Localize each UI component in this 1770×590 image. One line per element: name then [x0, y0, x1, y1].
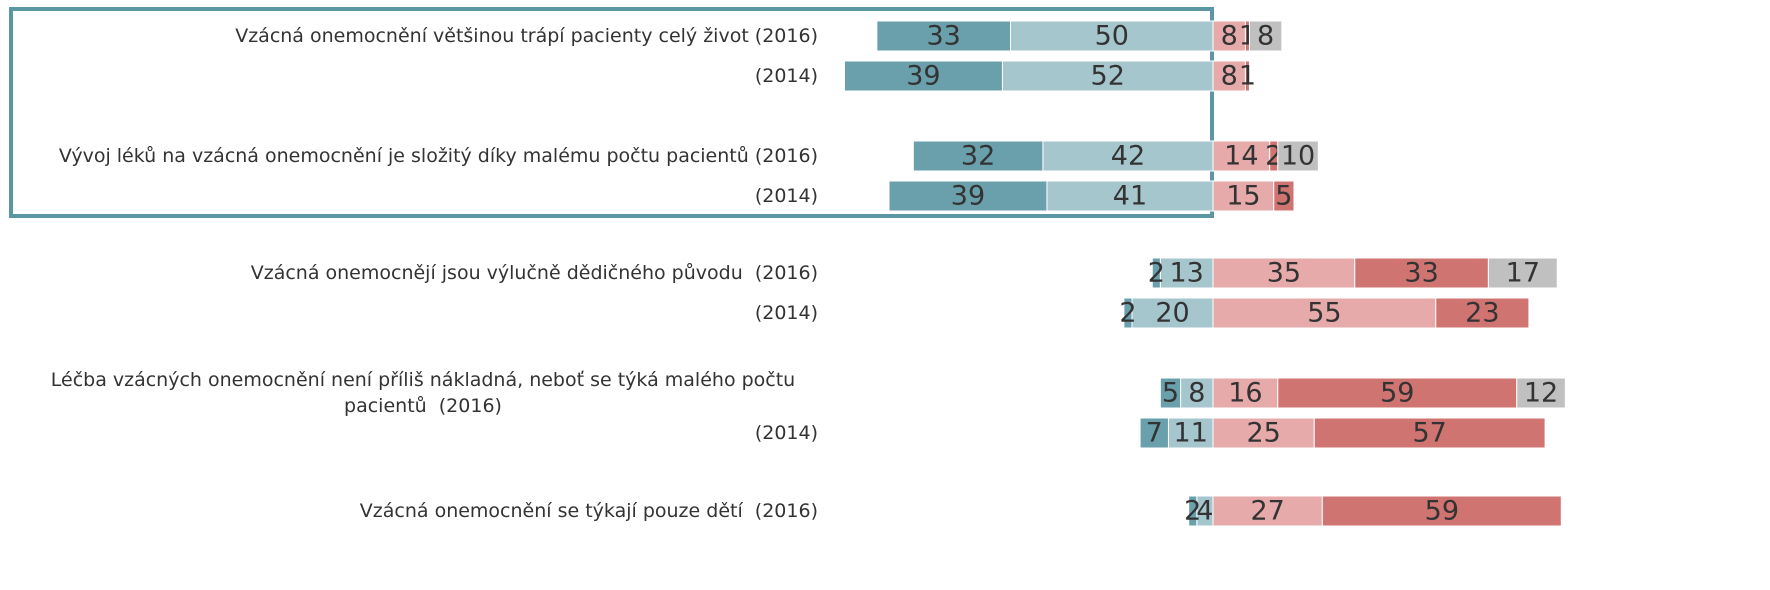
bar-segment — [1188, 495, 1198, 527]
bar-segment — [1313, 417, 1546, 449]
highlight-box — [9, 7, 1214, 218]
category-label: (2014) — [754, 302, 818, 324]
category-label: (2014) — [754, 65, 818, 87]
value-label: 4 — [1196, 496, 1213, 527]
value-label: 8 — [1221, 61, 1238, 92]
bar-segment — [1273, 180, 1295, 212]
category-label: (2014) — [754, 185, 818, 207]
value-label: 5 — [1162, 378, 1179, 409]
value-label: 8 — [1221, 21, 1238, 52]
bar-segment — [1277, 377, 1518, 409]
value-label: 2 — [1148, 258, 1165, 289]
value-label: 52 — [1091, 61, 1125, 92]
value-label: 33 — [926, 21, 960, 52]
bar-segment — [1212, 180, 1275, 212]
value-label: 39 — [951, 181, 985, 212]
bar-segment — [1042, 140, 1214, 172]
value-label: 35 — [1267, 258, 1301, 289]
bar-segment — [1321, 495, 1562, 527]
bar-segment — [1244, 60, 1250, 92]
bar-segment — [1354, 257, 1489, 289]
bar-segment — [1212, 140, 1271, 172]
category-label: Vzácná onemocnějí jsou výlučně dědičného… — [250, 262, 818, 284]
bar-segment — [1516, 377, 1566, 409]
value-label: 55 — [1307, 298, 1341, 329]
value-label: 57 — [1412, 418, 1446, 449]
bar-segment — [1139, 417, 1169, 449]
bar-segment — [1010, 20, 1214, 52]
value-label: 50 — [1095, 21, 1129, 52]
value-label: 27 — [1250, 496, 1284, 527]
bar-segment — [1167, 417, 1214, 449]
value-label: 33 — [1404, 258, 1438, 289]
category-label: Vývoj léků na vzácná onemocnění je složi… — [58, 145, 818, 167]
category-label: Léčba vzácných onemocnění není příliš ná… — [50, 369, 802, 417]
bar-segment — [1212, 297, 1437, 329]
category-label: Vzácná onemocnění se týkají pouze dětí (… — [359, 500, 818, 522]
value-label: 15 — [1226, 181, 1260, 212]
value-label: 2 — [1119, 298, 1136, 329]
bar-segment — [1212, 377, 1279, 409]
value-label: 16 — [1228, 378, 1262, 409]
bar-segment — [876, 20, 1011, 52]
value-label: 8 — [1257, 21, 1274, 52]
value-label: 41 — [1113, 181, 1147, 212]
value-label: 11 — [1174, 418, 1208, 449]
bar-segment — [1435, 297, 1530, 329]
value-label: 14 — [1224, 141, 1258, 172]
value-label: 13 — [1169, 258, 1203, 289]
bar-segment — [1487, 257, 1558, 289]
bar-segment — [1151, 257, 1161, 289]
value-label: 10 — [1281, 141, 1315, 172]
bar-segment — [1212, 60, 1246, 92]
bar-segment — [912, 140, 1044, 172]
value-label: 2 — [1184, 496, 1201, 527]
value-label: 59 — [1380, 378, 1414, 409]
value-label: 39 — [906, 61, 940, 92]
value-label: 8 — [1188, 378, 1205, 409]
bar-segment — [1180, 377, 1214, 409]
bar-segment — [1212, 417, 1315, 449]
bar-segment — [1001, 60, 1214, 92]
category-label: (2014) — [754, 422, 818, 444]
bar-segment — [888, 180, 1048, 212]
value-label: 5 — [1275, 181, 1292, 212]
bar-segment — [1123, 297, 1133, 329]
value-label: 25 — [1246, 418, 1280, 449]
value-label: 7 — [1146, 418, 1163, 449]
bar-segment — [1046, 180, 1214, 212]
bar-segment — [1212, 257, 1356, 289]
bar-segment — [1277, 140, 1319, 172]
value-label: 42 — [1111, 141, 1145, 172]
value-label: 59 — [1425, 496, 1459, 527]
value-label: 17 — [1506, 258, 1540, 289]
value-label: 12 — [1524, 378, 1558, 409]
value-label: 20 — [1155, 298, 1189, 329]
value-label: 23 — [1465, 298, 1499, 329]
bar-segment — [1248, 20, 1283, 52]
value-label: 32 — [961, 141, 995, 172]
category-label: Vzácná onemocnění většinou trápí pacient… — [235, 25, 818, 47]
bar-segment — [1159, 377, 1182, 409]
bar-segment — [843, 60, 1003, 92]
value-label: 1 — [1239, 61, 1256, 92]
